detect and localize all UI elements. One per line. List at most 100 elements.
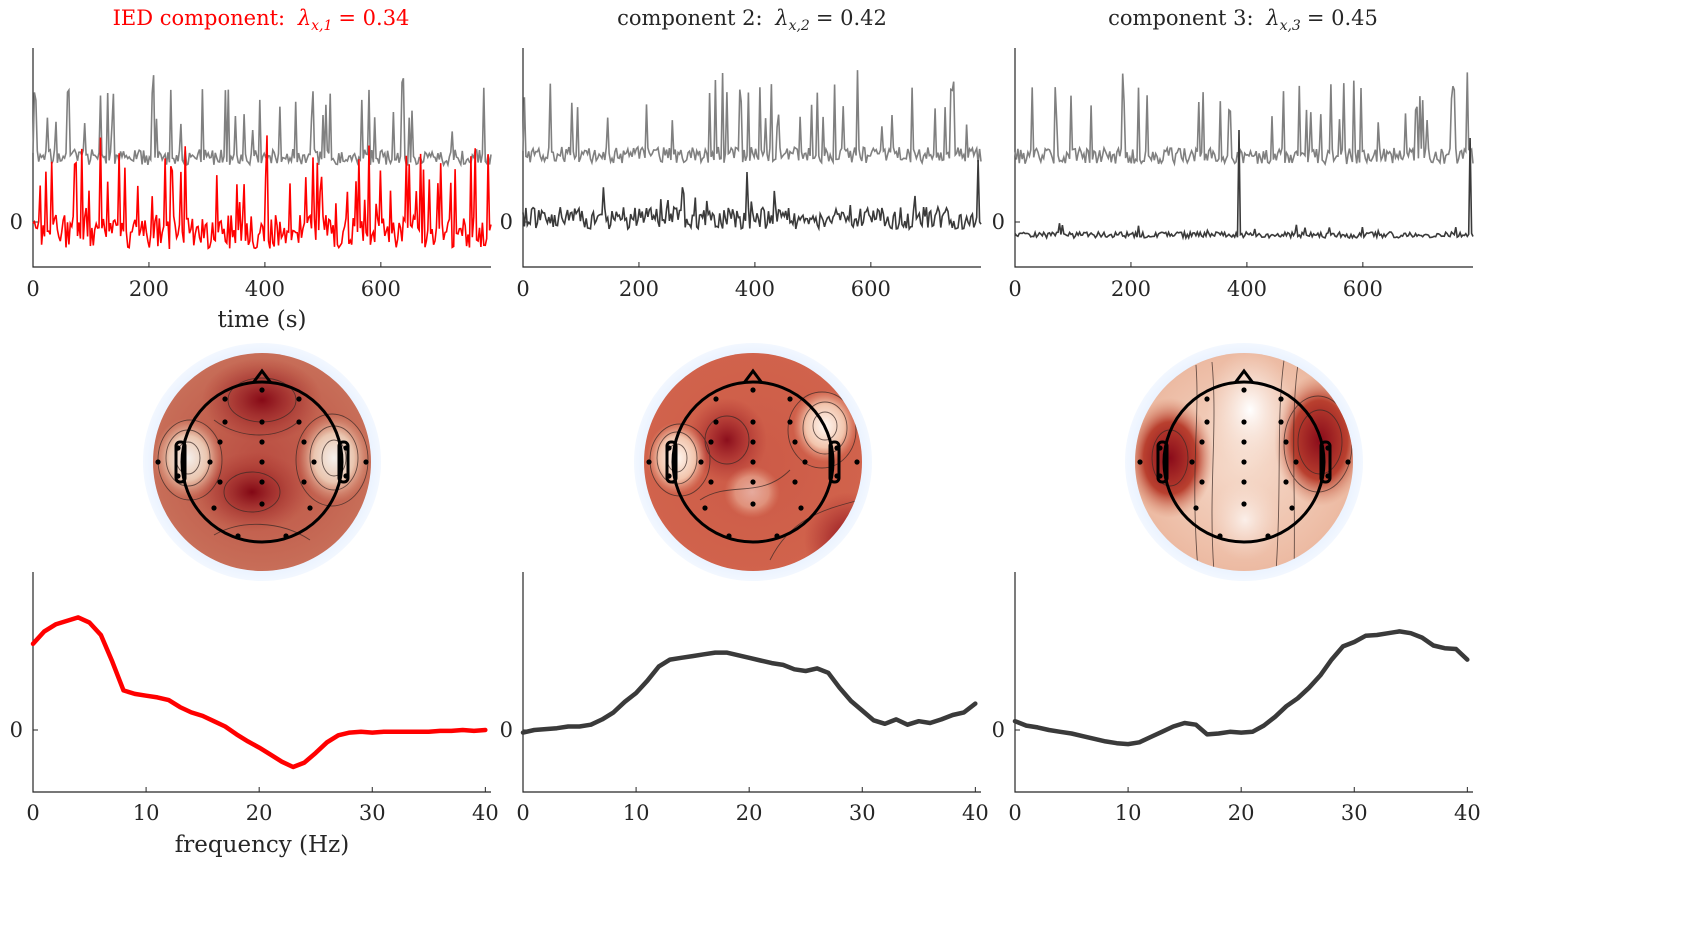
electrode — [1283, 479, 1289, 485]
head-outline-3 — [1137, 368, 1351, 544]
electrode — [1137, 459, 1143, 465]
ts-xtick-label: 600 — [361, 277, 401, 301]
spectrum-line-2 — [520, 650, 978, 735]
sp-ytick-label-3: 0 — [992, 718, 1005, 742]
scalp-map-3-left-max — [1135, 398, 1214, 518]
ts-ytick-label-3: 0 — [992, 210, 1005, 234]
ts-component-line-1 — [32, 135, 492, 250]
electrode — [296, 419, 302, 425]
ts-xtick-label: 600 — [851, 277, 891, 301]
title-2-prefix: component 2: — [617, 6, 762, 30]
ts-reference-line-1 — [32, 75, 492, 168]
time-series-panel-3: 0 0 200 400 600 — [992, 48, 1474, 301]
title-2-lambda: λ — [774, 6, 788, 30]
scalp-map-3-frontal-min — [1206, 353, 1294, 470]
electrode — [1199, 439, 1205, 445]
ts-component-line-2 — [522, 159, 982, 232]
title-3-lambda: λ — [1265, 6, 1279, 30]
electrode — [343, 473, 349, 479]
sp-xtick-label: 20 — [736, 801, 763, 825]
electrode — [1157, 445, 1163, 451]
electrode — [666, 445, 672, 451]
sp-xtick-label: 10 — [623, 801, 650, 825]
electrode — [750, 501, 756, 507]
ts-xtick-label: 0 — [26, 277, 39, 301]
title-1-value: = 0.34 — [338, 6, 409, 30]
electrode — [1325, 445, 1331, 451]
sp-xtick-label: 0 — [516, 801, 529, 825]
title-3-prefix: component 3: — [1108, 6, 1253, 30]
electrode — [713, 396, 719, 402]
ts-xtick-label: 0 — [1008, 277, 1021, 301]
sp-axes-2 — [522, 572, 981, 793]
electrode — [792, 439, 798, 445]
head-outlines — [155, 368, 1351, 544]
electrode — [1204, 396, 1210, 402]
electrode — [708, 439, 714, 445]
electrode — [1157, 473, 1163, 479]
ts-component-line-3 — [1014, 129, 1474, 241]
time-axis-label: time (s) — [217, 307, 306, 333]
sp-ytick-label-2: 0 — [500, 718, 513, 742]
electrode — [698, 459, 704, 465]
electrode — [1241, 501, 1247, 507]
right-ear — [828, 440, 841, 484]
electrode — [750, 479, 756, 485]
ts-xtick-label: 200 — [1111, 277, 1151, 301]
electrode — [834, 473, 840, 479]
title-component-1: IED component: λx,1 = 0.34 — [113, 6, 410, 34]
electrode — [1217, 533, 1223, 539]
electrode — [311, 459, 317, 465]
nose-marker — [1233, 368, 1255, 384]
electrode — [774, 533, 780, 539]
sp-xtick-label: 20 — [1228, 801, 1255, 825]
title-1-lambda: λ — [297, 6, 311, 30]
electrode — [175, 473, 181, 479]
electrode — [211, 505, 217, 511]
electrode — [259, 479, 265, 485]
electrode — [1283, 439, 1289, 445]
spectrum-line-1 — [30, 615, 488, 770]
ts-xtick-label: 400 — [245, 277, 285, 301]
ts-xtick-label: 0 — [516, 277, 529, 301]
ts-xtick-label: 200 — [129, 277, 169, 301]
svg-text:component 3: λx,3= 0.45: component 3: λx,3 = 0.45 — [1108, 6, 1378, 34]
sp-xtick-label: 30 — [1341, 801, 1368, 825]
title-1-subscript: x,1 — [311, 18, 332, 34]
electrode — [1199, 479, 1205, 485]
electrode — [750, 419, 756, 425]
sp-xtick-label: 0 — [26, 801, 39, 825]
electrode — [787, 419, 793, 425]
sp-xtick-label: 20 — [246, 801, 273, 825]
electrode — [750, 439, 756, 445]
electrode — [1241, 439, 1247, 445]
ts-xtick-label: 600 — [1343, 277, 1383, 301]
sp-xtick-label: 10 — [1115, 801, 1142, 825]
electrode — [1241, 479, 1247, 485]
electrode — [207, 459, 213, 465]
title-3-subscript: x,3 — [1280, 18, 1301, 34]
electrode — [1293, 459, 1299, 465]
title-1-prefix: IED component: — [113, 6, 286, 30]
right-ear — [337, 440, 350, 484]
time-series-panel-2: 0 0 200 400 600 — [500, 48, 982, 301]
left-ear — [665, 440, 678, 484]
electrode — [259, 419, 265, 425]
sp-ytick-label-1: 0 — [10, 718, 23, 742]
electrode — [155, 459, 161, 465]
electrode — [646, 459, 652, 465]
spectrum-panel-1: 0 0 10 20 30 40 — [10, 572, 499, 825]
head-outline-2 — [646, 368, 860, 544]
sp-xtick-label: 10 — [133, 801, 160, 825]
spectrum-panel-3: 0 0 10 20 30 40 — [992, 572, 1481, 825]
electrode — [1193, 505, 1199, 511]
sp-xtick-label: 40 — [1454, 801, 1481, 825]
sp-axes-3 — [1014, 572, 1473, 793]
ts-reference-line-3 — [1014, 72, 1474, 167]
svg-text:IED component: λx,1= 0.3: IED component: λx,1 = 0.34 — [113, 6, 410, 34]
electrode — [1241, 419, 1247, 425]
title-component-2: component 2: λx,2 = 0.42 — [617, 6, 887, 34]
ts-xtick-label: 200 — [619, 277, 659, 301]
title-2-value: = 0.42 — [816, 6, 887, 30]
electrode — [834, 445, 840, 451]
